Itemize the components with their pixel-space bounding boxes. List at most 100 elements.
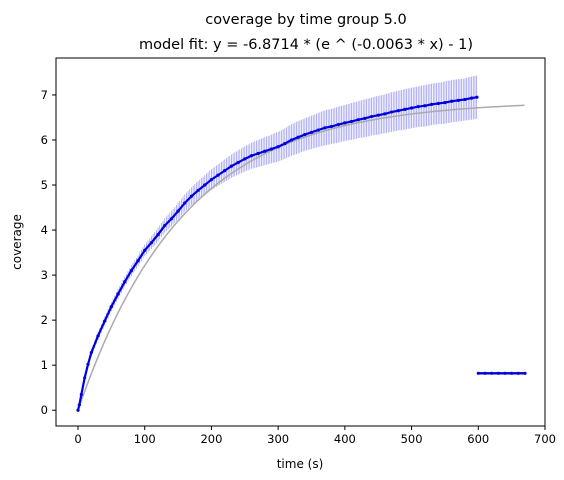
y-tick-label: 0 bbox=[41, 403, 48, 417]
data-point bbox=[169, 217, 174, 221]
data-point bbox=[143, 248, 147, 252]
plot-area bbox=[76, 75, 527, 412]
data-point bbox=[223, 169, 227, 173]
data-point bbox=[336, 123, 340, 127]
data-point bbox=[475, 95, 479, 99]
y-tick-label: 6 bbox=[41, 133, 48, 147]
data-point bbox=[129, 269, 133, 273]
x-tick-label: 400 bbox=[334, 432, 356, 446]
data-point bbox=[123, 280, 127, 284]
x-tick-label: 700 bbox=[534, 432, 556, 446]
data-point bbox=[176, 209, 180, 213]
series-2-point bbox=[516, 371, 520, 375]
data-point bbox=[256, 151, 260, 156]
data-point bbox=[269, 147, 274, 151]
x-tick-label: 600 bbox=[467, 432, 489, 446]
data-point bbox=[309, 130, 314, 134]
data-point bbox=[249, 154, 254, 158]
y-tick-label: 4 bbox=[41, 223, 48, 237]
data-point bbox=[189, 194, 194, 198]
series-2-point bbox=[503, 371, 507, 375]
x-tick-label: 300 bbox=[267, 432, 289, 446]
data-point bbox=[86, 362, 90, 366]
data-point bbox=[316, 128, 320, 132]
data-point bbox=[383, 112, 387, 116]
data-point bbox=[409, 106, 414, 110]
series-2-point bbox=[523, 371, 527, 375]
data-point bbox=[356, 118, 360, 122]
data-point bbox=[183, 201, 187, 205]
data-point bbox=[303, 132, 307, 137]
data-point bbox=[283, 141, 287, 146]
y-axis-label: coverage bbox=[10, 214, 24, 270]
series-2-point bbox=[510, 371, 514, 375]
series-line bbox=[76, 96, 477, 411]
data-point bbox=[103, 319, 107, 323]
data-point bbox=[243, 157, 247, 161]
data-point bbox=[203, 183, 207, 187]
data-point bbox=[79, 392, 83, 397]
data-point bbox=[396, 109, 400, 113]
data-point bbox=[329, 124, 334, 129]
data-point bbox=[96, 334, 100, 338]
series-2-point bbox=[476, 371, 480, 375]
x-tick-label: 0 bbox=[74, 432, 81, 446]
chart-title: coverage by time group 5.0 bbox=[205, 12, 406, 28]
data-point bbox=[376, 113, 380, 117]
data-point bbox=[209, 178, 214, 182]
x-tick-label: 200 bbox=[200, 432, 222, 446]
data-point bbox=[363, 116, 367, 120]
y-tick-label: 3 bbox=[41, 268, 48, 282]
series-2-point bbox=[483, 371, 487, 375]
data-point bbox=[416, 105, 420, 109]
data-point bbox=[296, 135, 300, 139]
data-point bbox=[423, 104, 427, 108]
data-point bbox=[429, 102, 434, 106]
data-point bbox=[149, 241, 153, 245]
y-tick-label: 5 bbox=[41, 178, 48, 192]
data-point bbox=[463, 97, 467, 102]
data-point bbox=[450, 99, 454, 103]
y-tick-label: 2 bbox=[41, 313, 48, 327]
model-fit-line bbox=[77, 104, 525, 411]
series-2-point bbox=[496, 371, 500, 375]
data-point bbox=[456, 98, 460, 102]
data-point bbox=[236, 160, 240, 165]
data-point bbox=[443, 100, 447, 105]
y-tick-label: 7 bbox=[41, 88, 48, 102]
x-tick-label: 100 bbox=[134, 432, 156, 446]
data-points bbox=[76, 95, 479, 412]
data-point bbox=[389, 110, 394, 114]
data-point bbox=[77, 403, 81, 407]
data-point bbox=[343, 121, 347, 125]
data-point bbox=[349, 119, 354, 124]
y-tick-label: 1 bbox=[41, 358, 48, 372]
data-point bbox=[216, 173, 220, 177]
data-point bbox=[76, 408, 80, 412]
data-point bbox=[83, 376, 87, 380]
plot-frame bbox=[55, 57, 546, 427]
data-point bbox=[136, 259, 140, 263]
data-point bbox=[116, 292, 120, 296]
x-axis-label: time (s) bbox=[277, 457, 324, 471]
data-point bbox=[289, 138, 294, 142]
y-axis: 0 1 2 3 4 5 6 7 bbox=[41, 88, 56, 417]
data-point bbox=[196, 188, 200, 193]
chart-subtitle: model fit: y = -6.8714 * (e ^ (-0.0063 *… bbox=[139, 37, 473, 53]
data-point bbox=[156, 232, 160, 237]
data-point bbox=[323, 126, 327, 130]
data-point bbox=[229, 164, 234, 168]
data-point bbox=[470, 96, 474, 100]
data-point bbox=[163, 223, 167, 228]
data-point bbox=[89, 350, 93, 355]
data-point bbox=[369, 114, 374, 119]
error-bars bbox=[79, 75, 478, 405]
x-axis: 0 100 200 300 400 500 600 700 bbox=[74, 426, 556, 446]
data-point bbox=[403, 107, 407, 111]
series-2-point bbox=[490, 371, 494, 375]
data-point bbox=[436, 101, 440, 106]
data-point bbox=[109, 305, 113, 309]
data-point bbox=[276, 145, 280, 149]
x-tick-label: 500 bbox=[401, 432, 423, 446]
